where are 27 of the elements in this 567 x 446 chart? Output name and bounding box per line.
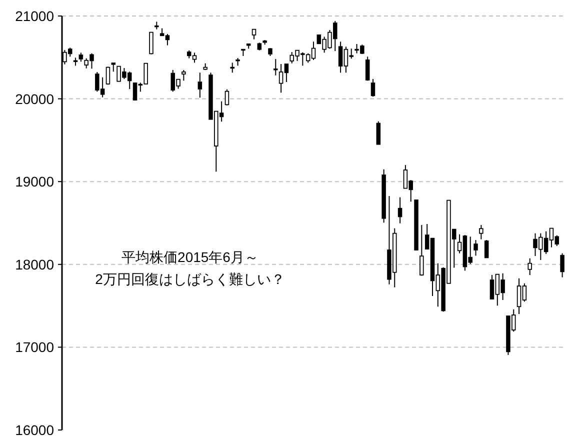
candlestick	[474, 239, 478, 256]
candlestick	[479, 224, 484, 240]
candlestick	[224, 88, 230, 106]
y-tick-label: 16000	[15, 422, 54, 438]
candlestick	[365, 56, 370, 82]
candlestick	[484, 239, 489, 258]
candlestick	[78, 52, 84, 62]
candlestick	[106, 66, 110, 86]
annotation: 2万円回復はしばらく難しい？	[95, 271, 285, 287]
candlestick	[230, 62, 234, 74]
candlestick	[560, 252, 564, 278]
candlestick	[370, 78, 376, 98]
y-tick-label: 21000	[15, 8, 54, 24]
y-tick-label: 17000	[15, 339, 54, 356]
y-tick-label: 18000	[15, 256, 54, 272]
y-tick-label: 20000	[15, 90, 54, 107]
annotation: 平均株価2015年6月～	[122, 249, 258, 265]
candlestick	[274, 58, 278, 76]
candlestick	[198, 72, 202, 98]
candlestick	[528, 258, 532, 276]
candlestick	[398, 196, 402, 224]
y-tick-label: 19000	[15, 174, 54, 190]
candlestick	[252, 28, 256, 40]
candlestick	[420, 224, 424, 276]
candlestick	[182, 69, 186, 82]
candlestick	[149, 32, 154, 55]
candlestick	[376, 120, 381, 145]
